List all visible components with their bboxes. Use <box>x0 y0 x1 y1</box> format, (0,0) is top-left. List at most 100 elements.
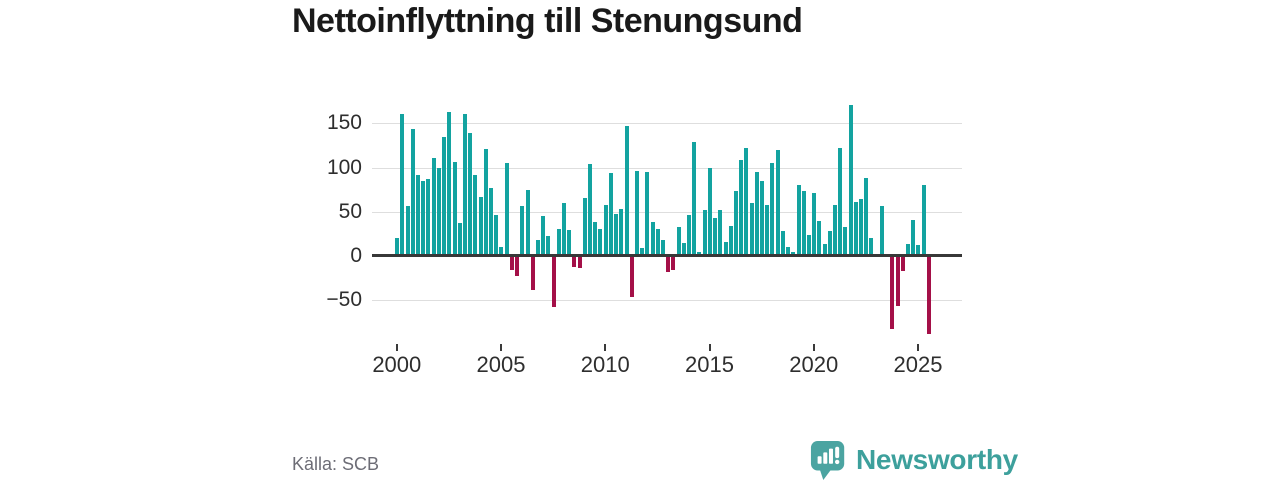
bar <box>905 243 910 256</box>
bar <box>473 175 478 256</box>
bar <box>478 196 483 256</box>
bar <box>582 197 587 256</box>
bar <box>645 171 650 256</box>
source-label: Källa: SCB <box>292 454 380 474</box>
bar <box>447 111 452 256</box>
chart-title: Nettoinflyttning till Stenungsund <box>292 2 803 40</box>
bar <box>598 229 603 256</box>
bar <box>921 185 926 256</box>
bar <box>499 247 504 256</box>
bar <box>619 209 624 256</box>
bar <box>780 231 785 256</box>
bar <box>546 235 551 256</box>
x-axis-tick <box>917 344 919 351</box>
bar <box>561 202 566 256</box>
bar <box>462 114 467 256</box>
bar <box>801 191 806 256</box>
bar <box>410 128 415 256</box>
bar <box>405 206 410 256</box>
bar <box>827 231 832 256</box>
bar <box>812 193 817 256</box>
bar <box>525 189 530 256</box>
bar <box>791 252 796 256</box>
bar <box>692 141 697 256</box>
bar <box>572 256 577 267</box>
bar <box>760 180 765 256</box>
bar <box>535 240 540 256</box>
bar <box>452 162 457 256</box>
x-axis-tick <box>708 344 711 351</box>
bar <box>879 206 884 256</box>
bar <box>864 178 869 256</box>
bar <box>588 163 593 256</box>
y-axis-tick-label: 150 <box>326 111 362 135</box>
bar <box>634 171 639 256</box>
bar <box>848 104 853 256</box>
brand-name: Newsworthy <box>856 444 1018 475</box>
bar <box>911 219 916 256</box>
bar <box>395 238 400 256</box>
x-axis-tick-label: 2015 <box>685 352 734 377</box>
bar <box>869 238 874 256</box>
bar <box>843 226 848 256</box>
x-axis-tick-label: 2000 <box>372 352 422 377</box>
bar <box>661 240 665 256</box>
bar <box>723 241 728 256</box>
bar <box>926 256 931 334</box>
bar <box>468 132 473 256</box>
x-axis-tick <box>500 344 503 351</box>
bar <box>489 187 494 256</box>
bar <box>483 148 488 256</box>
bar <box>436 168 441 256</box>
bar <box>603 204 608 256</box>
bar <box>806 234 811 256</box>
bar <box>718 209 723 256</box>
bar <box>577 256 582 269</box>
bar <box>608 172 613 256</box>
bar <box>749 202 754 256</box>
bar <box>426 179 431 256</box>
bar <box>697 251 702 256</box>
bar <box>702 209 707 256</box>
bar <box>838 148 843 256</box>
bar <box>457 223 462 256</box>
x-axis-tick <box>395 344 398 351</box>
newsworthy-logo: Newsworthy <box>810 440 1018 480</box>
bar <box>629 256 634 297</box>
bar <box>728 225 733 256</box>
bar <box>765 204 770 256</box>
bar <box>687 215 692 256</box>
bar <box>733 191 738 256</box>
newsworthy-speech-bubble-chart-icon <box>810 441 845 480</box>
bar <box>640 248 645 256</box>
y-gridline <box>372 123 962 125</box>
bar <box>504 163 509 256</box>
y-gridline <box>372 300 962 302</box>
bar <box>567 230 572 256</box>
bar <box>520 205 525 256</box>
x-axis-tick-label: 2025 <box>893 352 943 377</box>
bar <box>551 256 556 308</box>
bar <box>900 256 905 272</box>
bar <box>796 185 801 256</box>
bar <box>916 245 921 256</box>
bar <box>859 199 864 256</box>
y-axis-tick-label: −50 <box>326 288 362 312</box>
bar <box>655 229 660 256</box>
y-axis-tick-label: 50 <box>338 199 362 223</box>
bar <box>817 220 822 256</box>
y-axis-tick-label: 0 <box>350 244 362 267</box>
bar <box>530 256 535 290</box>
bar <box>713 217 718 256</box>
bar <box>442 136 447 256</box>
bar <box>666 256 671 272</box>
bar <box>400 114 405 256</box>
bar <box>744 148 749 256</box>
bar <box>515 256 520 277</box>
bar <box>593 222 598 256</box>
bar <box>671 256 676 271</box>
bar <box>707 167 712 256</box>
bar <box>509 256 514 271</box>
